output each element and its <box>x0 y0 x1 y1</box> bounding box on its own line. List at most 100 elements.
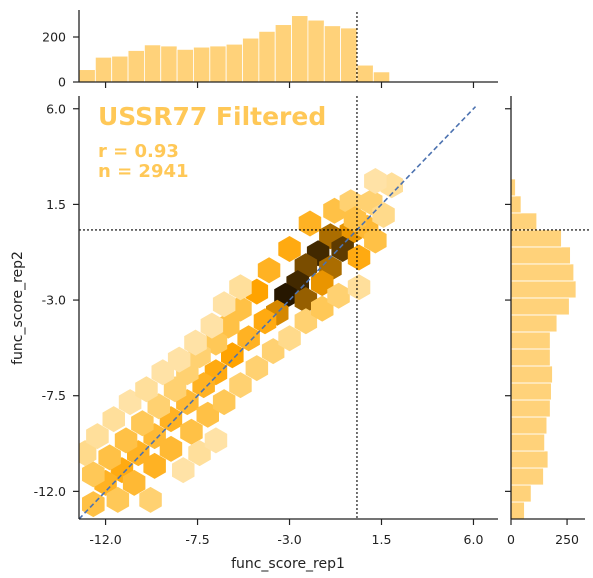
right-histogram-bar <box>510 212 538 231</box>
right-histogram-bar <box>510 314 558 333</box>
top-histogram-bar <box>78 69 96 83</box>
top-histogram-bar <box>258 30 276 83</box>
top-histogram-bar <box>127 50 145 83</box>
sample-size-text: n = 2941 <box>98 161 189 182</box>
right-histogram-bar <box>510 433 546 452</box>
hexbin-cell <box>372 202 395 228</box>
hexbin-cell <box>200 312 224 339</box>
hexbin-cell <box>122 469 146 496</box>
hexbin-cells <box>79 168 403 518</box>
right-marginal-histogram: 0 250 <box>505 96 585 547</box>
right-histogram-bar <box>510 280 577 299</box>
hexbin-cell <box>257 257 281 284</box>
x-tick-label: -12.0 <box>89 532 121 547</box>
chart-annotation-title: USSR77 Filtered <box>98 102 326 131</box>
top-histogram-bar <box>323 25 342 83</box>
x-axis-label: func_score_rep1 <box>231 556 345 572</box>
right-histogram-bar <box>510 229 562 248</box>
hexbin-cell <box>278 325 301 352</box>
hexbin-cell <box>347 274 371 301</box>
hexbin-cell <box>143 452 166 479</box>
right-histogram-bar <box>510 382 552 401</box>
right-histogram-bar <box>510 399 551 418</box>
top-histogram-bar <box>209 45 227 83</box>
top-histogram-bar <box>111 55 129 83</box>
right-histogram-bar <box>510 365 553 384</box>
hexbin-cell <box>131 410 154 437</box>
hexbin-cell <box>212 291 236 318</box>
hexbin-cell <box>245 355 269 382</box>
right-histogram-bar <box>510 195 522 214</box>
right-histogram-bar <box>510 297 570 316</box>
x-tick-label: 6.0 <box>464 532 484 547</box>
top-y-tick-label: 0 <box>58 75 66 90</box>
hexbin-cell <box>212 389 236 416</box>
top-histogram-bar <box>242 37 260 83</box>
hexbin-cell <box>106 486 130 513</box>
top-histogram-bar <box>307 19 325 83</box>
top-histogram-bar <box>176 48 194 83</box>
hexbin-cell <box>184 329 207 356</box>
x-tick-label: -3.0 <box>277 532 301 547</box>
right-histogram-bar <box>510 348 551 367</box>
hexbin-cell <box>86 423 109 450</box>
right-histogram-bar <box>510 484 532 503</box>
y-tick-label: -12.0 <box>34 484 66 499</box>
right-histogram-bar <box>510 450 549 469</box>
top-histogram-bar <box>94 56 113 83</box>
correlation-text: r = 0.93 <box>98 141 179 162</box>
right-x-tick-label: 0 <box>507 532 515 547</box>
top-histogram-bar <box>340 27 358 83</box>
right-histogram-bar <box>510 467 544 486</box>
top-histogram-bar <box>144 44 162 83</box>
hexbin-cell <box>102 406 125 433</box>
top-histogram-bar <box>274 24 292 83</box>
x-tick-label: 1.5 <box>372 532 392 547</box>
x-tick-label: -7.5 <box>185 532 209 547</box>
hexbin-cell <box>364 168 387 194</box>
hexbin-cell <box>347 244 371 271</box>
hexbin-cell <box>204 427 228 454</box>
right-histogram-bar <box>510 246 571 265</box>
right-histogram-bar <box>510 331 551 350</box>
right-histogram-bar <box>510 416 548 435</box>
top-histogram-bar <box>372 71 391 83</box>
right-x-tick-label: 250 <box>555 532 579 547</box>
hexbin-cell <box>229 274 252 301</box>
y-tick-label: -3.0 <box>42 293 66 308</box>
top-histogram-bar <box>291 15 309 83</box>
hexbin-cell <box>298 210 322 237</box>
right-histogram-bar <box>510 178 516 197</box>
y-tick-label: -7.5 <box>42 388 66 403</box>
hexbin-cell <box>229 372 252 399</box>
hexbin-cell <box>172 457 195 484</box>
main-hexbin-plot: -12.0 -7.5 -3.0 1.5 6.0 -12.0 -7.5 -3.0 1.5 6.0 <box>34 96 589 547</box>
hexbin-cell <box>343 206 367 233</box>
y-axis-label: func_score_rep2 <box>10 251 26 365</box>
hexbin-cell <box>364 227 387 254</box>
top-histogram-bar <box>160 45 178 83</box>
y-tick-label: 1.5 <box>46 197 66 212</box>
top-marginal-histogram: 0 200 <box>42 10 498 90</box>
hexbin-cell <box>98 444 121 471</box>
top-y-tick-label: 200 <box>42 30 66 45</box>
right-histogram-bar <box>510 501 525 520</box>
hexbin-cell <box>163 376 187 403</box>
hexbin-cell <box>139 486 162 513</box>
y-tick-label: 6.0 <box>46 101 66 116</box>
hexbin-cell <box>114 427 138 454</box>
top-histogram-bar <box>356 64 374 83</box>
top-histogram-bar <box>225 43 243 83</box>
hexbin-cell <box>167 346 191 373</box>
hexbin-cell <box>180 418 203 445</box>
hexbin-cell <box>159 435 183 462</box>
hexbin-cell <box>253 308 277 335</box>
right-histogram-bar <box>510 263 575 282</box>
identity-line <box>78 106 477 520</box>
top-histogram-bar <box>193 46 211 83</box>
hexbin-cell <box>147 393 170 420</box>
hexbin-cell <box>79 440 97 467</box>
hexbin-cell <box>237 325 260 352</box>
hexbin-cell <box>135 376 158 403</box>
